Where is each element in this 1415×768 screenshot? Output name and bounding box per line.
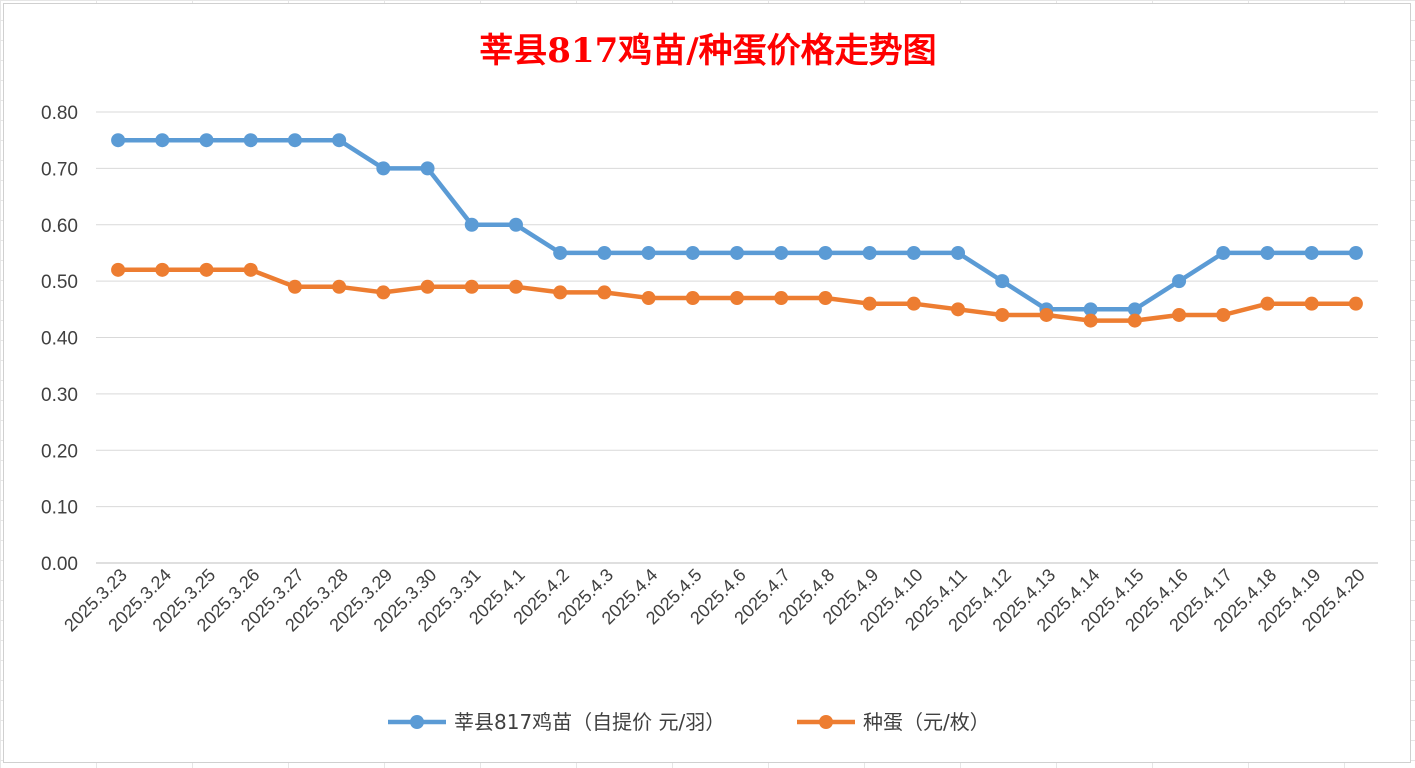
data-point bbox=[1127, 302, 1142, 317]
data-point bbox=[553, 285, 568, 300]
data-point bbox=[1083, 302, 1098, 317]
data-point bbox=[155, 133, 170, 148]
chart-area[interactable] bbox=[3, 3, 1411, 763]
x-axis-ticks: 2025.3.232025.3.242025.3.252025.3.262025… bbox=[60, 565, 1369, 636]
data-point bbox=[774, 291, 789, 306]
data-point bbox=[376, 285, 391, 300]
data-point bbox=[597, 285, 612, 300]
y-tick-label: 0.50 bbox=[41, 272, 78, 293]
data-point bbox=[641, 291, 656, 306]
data-point bbox=[1083, 313, 1098, 328]
y-tick-label: 0.60 bbox=[41, 216, 78, 237]
data-point bbox=[287, 133, 302, 148]
legend-label-2: 种蛋（元/枚） bbox=[863, 710, 990, 734]
data-point bbox=[1039, 307, 1054, 322]
data-point bbox=[862, 245, 877, 260]
data-point bbox=[155, 262, 170, 277]
data-point bbox=[199, 262, 214, 277]
y-tick-label: 0.40 bbox=[41, 329, 78, 350]
data-point bbox=[1172, 274, 1187, 289]
data-point bbox=[111, 262, 126, 277]
data-point bbox=[951, 302, 966, 317]
data-point bbox=[332, 133, 347, 148]
data-point bbox=[287, 279, 302, 294]
legend-swatch-marker bbox=[410, 715, 424, 729]
data-point bbox=[641, 245, 656, 260]
data-point bbox=[730, 245, 744, 260]
data-point bbox=[685, 291, 700, 306]
data-point bbox=[1216, 245, 1231, 260]
data-point bbox=[464, 217, 479, 232]
data-point bbox=[243, 133, 258, 148]
data-point bbox=[508, 279, 523, 294]
data-point bbox=[597, 245, 612, 260]
y-tick-label: 0.80 bbox=[41, 103, 78, 124]
data-point bbox=[508, 217, 523, 232]
y-tick-label: 0.00 bbox=[41, 554, 78, 575]
data-point bbox=[1304, 296, 1319, 311]
y-tick-label: 0.30 bbox=[41, 385, 78, 406]
data-point bbox=[1127, 313, 1142, 328]
data-point bbox=[818, 291, 833, 306]
data-point bbox=[818, 245, 833, 260]
data-point bbox=[906, 245, 921, 260]
data-point bbox=[332, 279, 347, 294]
data-point bbox=[995, 307, 1010, 322]
data-point bbox=[376, 161, 391, 176]
y-axis-ticks: 0.00 0.10 0.20 0.30 0.40 0.50 0.60 0.70 0.80 bbox=[41, 103, 78, 575]
legend-label-1: 莘县817鸡苗（自提价 元/羽） bbox=[454, 710, 725, 734]
data-point bbox=[730, 291, 744, 306]
series-lines bbox=[111, 133, 1363, 328]
data-point bbox=[1260, 296, 1275, 311]
data-point bbox=[1260, 245, 1275, 260]
data-point bbox=[906, 296, 921, 311]
data-point bbox=[111, 133, 126, 148]
legend: 莘县817鸡苗（自提价 元/羽） 种蛋（元/枚） bbox=[388, 710, 990, 734]
data-point bbox=[1172, 307, 1187, 322]
data-point bbox=[420, 279, 435, 294]
chart-title: 莘县817鸡苗/种蛋价格走势图 bbox=[479, 31, 936, 71]
data-point bbox=[464, 279, 479, 294]
legend-swatch-marker bbox=[819, 715, 833, 729]
y-tick-label: 0.10 bbox=[41, 498, 78, 519]
data-point bbox=[243, 262, 258, 277]
data-point bbox=[1216, 307, 1231, 322]
data-point bbox=[685, 245, 700, 260]
y-tick-label: 0.20 bbox=[41, 441, 78, 462]
data-point bbox=[995, 274, 1010, 289]
data-point bbox=[1348, 296, 1363, 311]
y-tick-label: 0.70 bbox=[41, 159, 78, 180]
data-point bbox=[420, 161, 435, 176]
data-point bbox=[1348, 245, 1363, 260]
data-point bbox=[774, 245, 789, 260]
data-point bbox=[951, 245, 966, 260]
data-point bbox=[199, 133, 214, 148]
data-point bbox=[1304, 245, 1319, 260]
gridlines bbox=[96, 111, 1378, 564]
data-point bbox=[862, 296, 877, 311]
series-2 bbox=[111, 262, 1363, 328]
data-point bbox=[553, 245, 568, 260]
